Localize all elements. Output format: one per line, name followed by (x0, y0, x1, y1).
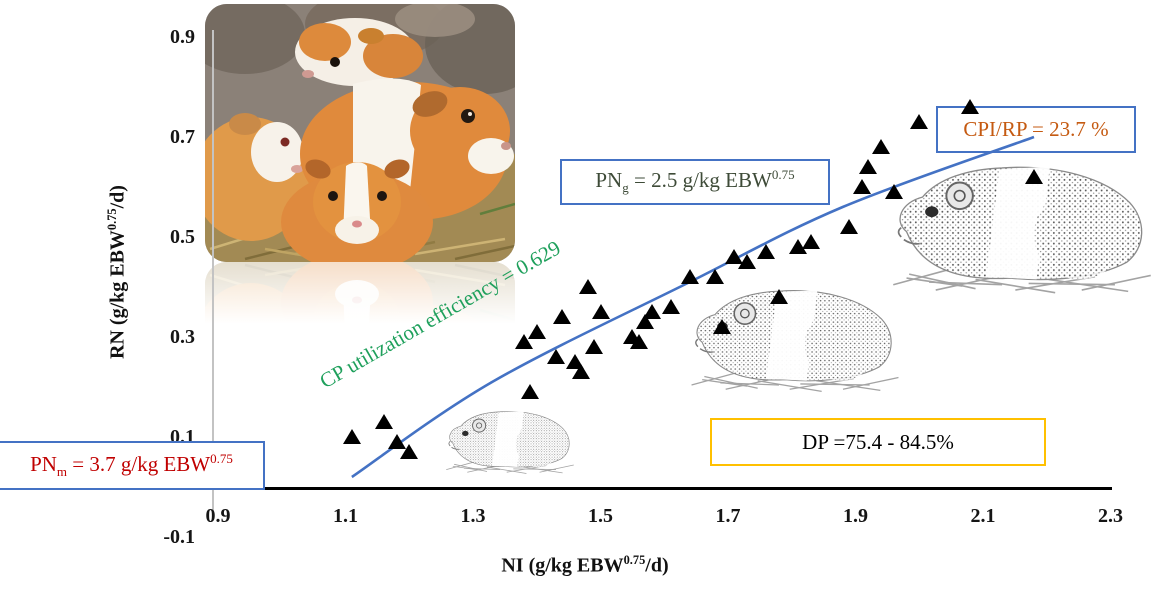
x-axis-title: NI (g/kg EBW0.75/d) (501, 553, 669, 577)
data-point-marker (738, 254, 757, 269)
pn-growth-annotation: PNg = 2.5 g/kg EBW0.75 (560, 159, 830, 205)
data-point-marker (342, 429, 361, 444)
data-point-marker (910, 114, 929, 129)
data-point-marker (527, 324, 546, 339)
y-axis-line (212, 30, 214, 520)
data-point-marker (770, 289, 788, 304)
pn-maintenance-annotation: PNm = 3.7 g/kg EBW0.75 (0, 441, 265, 490)
y-tick-label: 0.5 (170, 226, 195, 248)
y-tick-label: -0.1 (163, 526, 195, 548)
data-point-marker (872, 139, 890, 154)
x-tick-label: 0.9 (205, 505, 231, 527)
data-point-marker (400, 444, 419, 459)
data-point-marker (661, 299, 680, 314)
x-axis-line (210, 487, 1112, 490)
data-point-marker (706, 269, 725, 284)
data-point-marker (629, 334, 648, 349)
data-point-marker (712, 319, 731, 334)
data-point-marker (578, 279, 597, 294)
data-point-marker (546, 349, 565, 364)
y-tick-label: 0.3 (170, 326, 195, 348)
x-tick-label: 2.3 (1098, 505, 1123, 527)
x-tick-label: 1.1 (333, 505, 358, 527)
data-point-marker (961, 99, 980, 114)
cpi-rp-annotation: CPI/RP = 23.7 % (936, 106, 1136, 153)
data-point-marker (553, 309, 572, 324)
data-point-marker (840, 219, 859, 234)
y-tick-label: 0.7 (170, 126, 195, 148)
data-point-marker (1025, 169, 1043, 184)
data-point-marker (757, 244, 776, 259)
data-point-marker (680, 269, 699, 284)
data-point-marker (521, 384, 540, 399)
data-point-marker (585, 339, 604, 354)
x-tick-label: 1.9 (843, 505, 868, 527)
data-point-marker (374, 414, 393, 429)
data-point-marker (884, 184, 903, 199)
guinea-pigs-photo-reflection (205, 262, 515, 332)
data-point-marker (801, 234, 820, 249)
data-point-marker (859, 159, 878, 174)
x-tick-label: 2.1 (970, 505, 996, 527)
x-tick-label: 1.7 (715, 505, 741, 527)
x-tick-label: 1.5 (588, 505, 613, 527)
x-tick-label: 1.3 (460, 505, 486, 527)
y-tick-label: 0.9 (170, 26, 195, 48)
dp-annotation: DP =75.4 - 84.5% (710, 418, 1046, 466)
data-point-marker (572, 364, 591, 379)
data-point-marker (591, 304, 610, 319)
data-point-marker (642, 304, 661, 319)
data-point-marker (852, 179, 871, 194)
